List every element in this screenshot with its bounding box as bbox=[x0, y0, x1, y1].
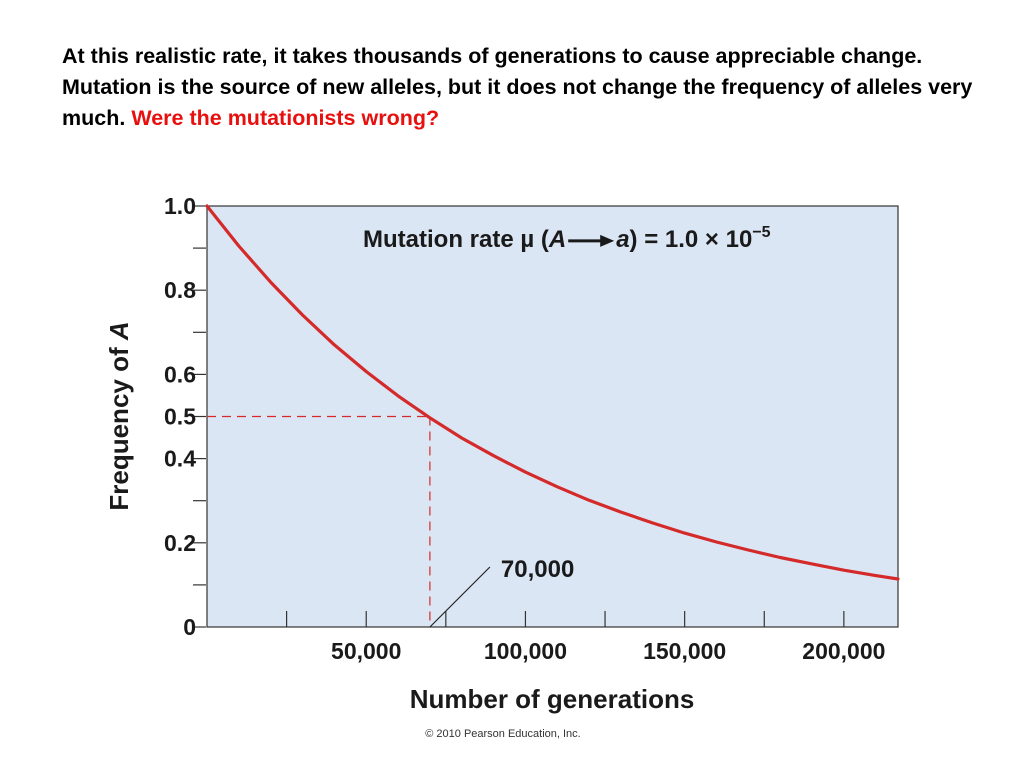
intro-text: At this realistic rate, it takes thousan… bbox=[62, 44, 973, 130]
y-axis-ticks: 0 0.2 0.4 0.5 0.6 0.8 1.0 bbox=[164, 193, 206, 640]
y-axis-label-prefix: Frequency of bbox=[104, 340, 134, 510]
rate-to-allele: a bbox=[616, 226, 629, 253]
arrow-head bbox=[600, 234, 615, 247]
y-tick-label: 0.8 bbox=[164, 277, 196, 303]
guide-lines bbox=[207, 415, 431, 627]
y-axis-label-var: A bbox=[104, 321, 134, 341]
callout-group: 70,000 bbox=[429, 556, 574, 628]
rate-open: ( bbox=[534, 226, 549, 253]
y-tick-label: 0 bbox=[183, 614, 196, 640]
series-layer bbox=[205, 204, 900, 581]
y-tick-label: 0.2 bbox=[164, 530, 196, 556]
intro-paragraph: At this realistic rate, it takes thousan… bbox=[62, 41, 1002, 134]
rate-mu: µ bbox=[520, 226, 534, 253]
series-line-0 bbox=[205, 204, 900, 581]
callout-label: 70,000 bbox=[501, 556, 574, 583]
x-tick-label: 200,000 bbox=[802, 638, 885, 664]
y-tick-label: 0.4 bbox=[164, 446, 196, 472]
rate-exponent: −5 bbox=[752, 224, 770, 241]
rate-close: ) = 1.0 × 10 bbox=[630, 226, 753, 253]
rate-prefix: Mutation rate bbox=[363, 226, 520, 253]
intro-question: Were the mutationists wrong? bbox=[131, 106, 440, 130]
x-axis-label: Number of generations bbox=[410, 684, 695, 714]
x-tick-label: 100,000 bbox=[484, 638, 567, 664]
y-tick-label: 0.5 bbox=[164, 404, 196, 430]
x-axis-ticks: 50,000 100,000 150,000 200,000 bbox=[286, 611, 885, 664]
callout-leader bbox=[429, 566, 491, 628]
rate-from-allele: A bbox=[548, 226, 566, 253]
x-tick-label: 150,000 bbox=[643, 638, 726, 664]
y-axis-label: Frequency of A bbox=[104, 321, 134, 510]
copyright-credit: © 2010 Pearson Education, Inc. bbox=[425, 728, 580, 740]
y-tick-label: 1.0 bbox=[164, 193, 196, 219]
mutation-rate-label: Mutation rate µ (A a) = 1.0 × 10−5 bbox=[363, 224, 771, 253]
x-tick-label: 50,000 bbox=[331, 638, 401, 664]
rate-arrow-icon bbox=[568, 234, 615, 247]
y-tick-label: 0.6 bbox=[164, 361, 196, 387]
